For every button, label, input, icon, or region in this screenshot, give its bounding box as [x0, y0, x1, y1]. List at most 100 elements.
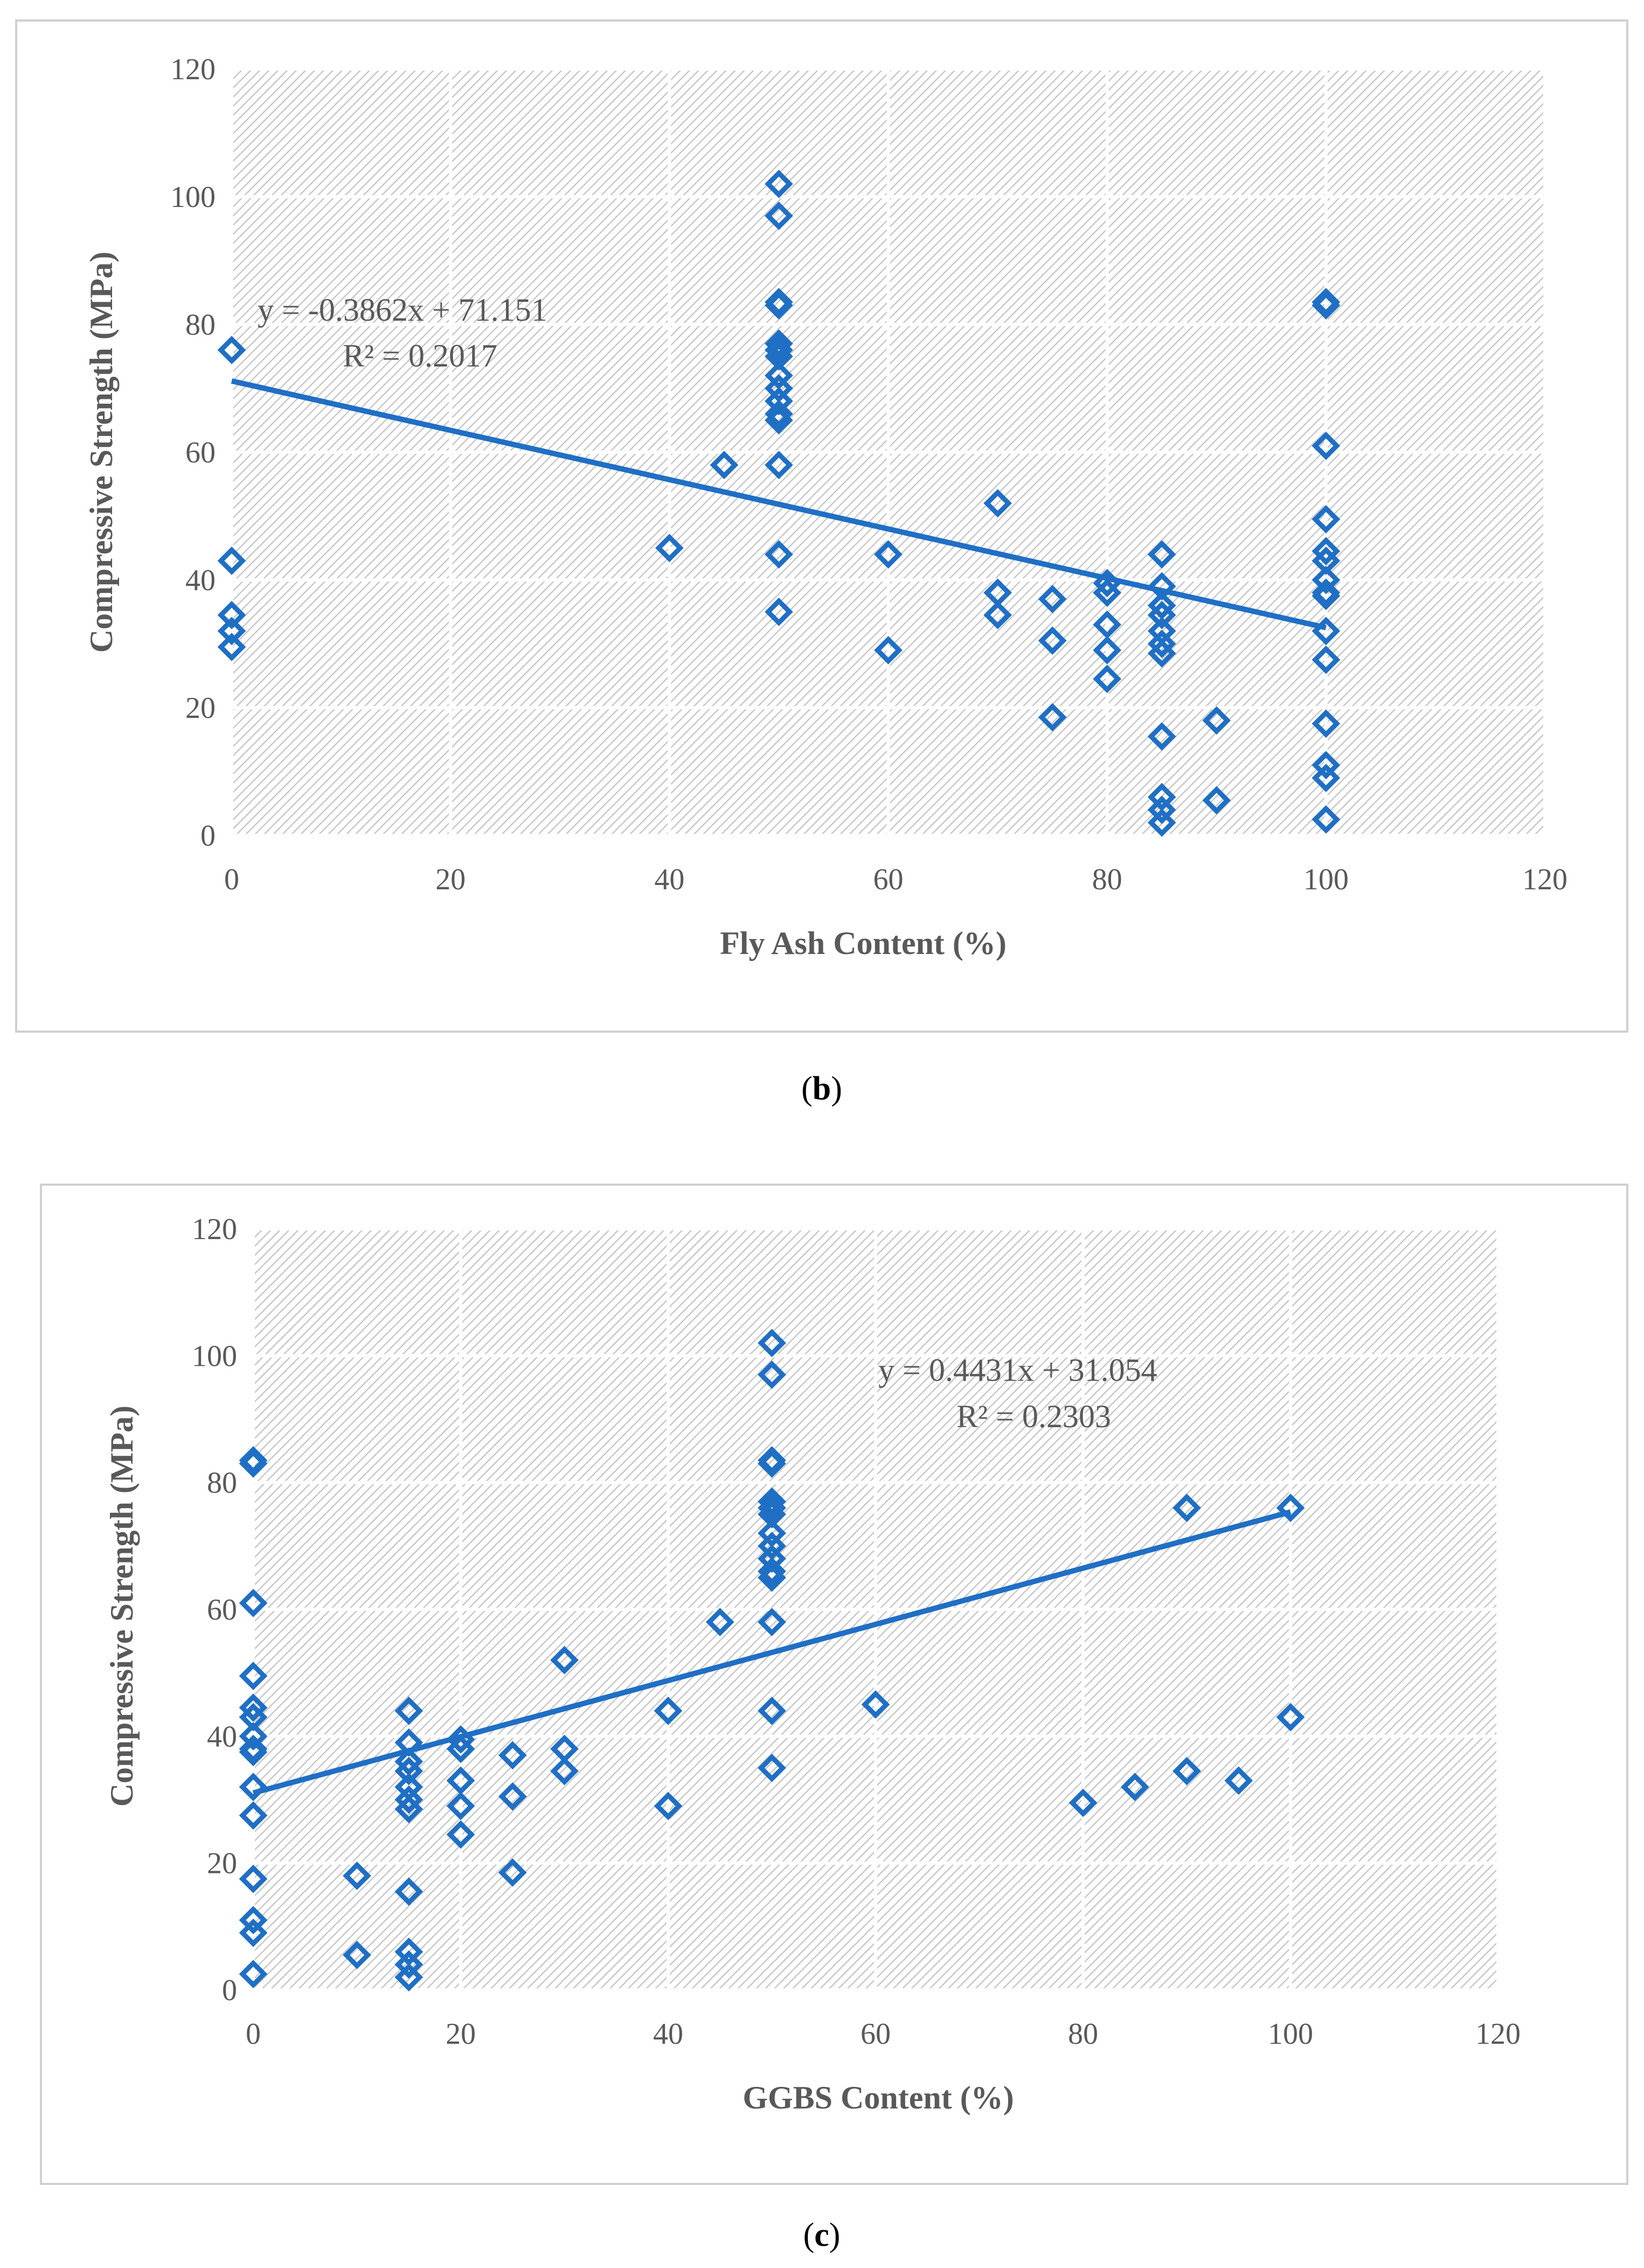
- chart-b-data-point: [1093, 578, 1122, 607]
- chart-c-data-point: [239, 1588, 268, 1617]
- chart-b-data-point: [710, 451, 739, 480]
- chart-c-y-tick-label: 60: [207, 1593, 237, 1627]
- chart-c-data-point: [394, 1785, 424, 1814]
- chart-b-data-point: [1147, 783, 1176, 812]
- chart-b-y-tick-label: 20: [185, 692, 216, 725]
- chart-c-data-point: [498, 1858, 527, 1887]
- chart-c-y-axis-title: Compressive Strength (MPa): [104, 1406, 140, 1807]
- chart-c-data-point: [758, 1449, 786, 1478]
- chart-b-data-point: [1312, 805, 1341, 834]
- chart-c-data-point: [394, 1877, 424, 1906]
- chart-c-data-point: [498, 1741, 527, 1769]
- chart-b-x-tick-label: 80: [1092, 863, 1122, 896]
- chart-c-data-point: [758, 1531, 786, 1560]
- chart-b-data-point: [1147, 591, 1176, 620]
- chart-c-x-tick-label: 20: [446, 2017, 476, 2051]
- chart-b-data-point: [983, 600, 1012, 630]
- chart-b-data-point: [217, 633, 246, 661]
- chart-c-data-point: [394, 1747, 424, 1776]
- chart-b-data-point: [765, 406, 793, 435]
- chart-b-data-point: [217, 600, 246, 630]
- chart-b-data-point: [1147, 796, 1176, 824]
- chart-c-data-point: [394, 1795, 424, 1824]
- chart-b-data-point: [1038, 626, 1067, 655]
- chart-c-data-point: [654, 1696, 683, 1725]
- chart-c-data-point: [550, 1757, 579, 1786]
- chart-c-data-point: [239, 1906, 268, 1934]
- chart-c-data-point: [394, 1757, 424, 1786]
- chart-b-data-point: [1312, 291, 1341, 320]
- chart-c-y-tick-label: 80: [207, 1467, 237, 1500]
- chart-c-data-point: [239, 1773, 268, 1801]
- chart-b-caption-letter: b: [812, 1070, 831, 1107]
- chart-b-trendline: [231, 378, 1327, 631]
- chart-c-data-point: [394, 1950, 424, 1979]
- chart-b-equation: y = -0.3862x + 71.151: [258, 292, 547, 328]
- chart-c-data-point: [343, 1940, 371, 1969]
- chart-c-data-point: [394, 1696, 424, 1725]
- chart-c-data-point: [758, 1557, 786, 1586]
- chart-c-y-tick-label: 20: [207, 1847, 237, 1880]
- chart-b-data-point: [765, 451, 793, 480]
- chart-b-y-tick-label: 60: [185, 436, 216, 469]
- chart-c-data-point: [446, 1766, 475, 1795]
- chart-b-y-tick-label: 100: [170, 181, 216, 214]
- chart-b-data-point: [1312, 751, 1341, 780]
- chart-c-data-point: [1069, 1788, 1098, 1817]
- chart-b-y-axis-title: Compressive Strength (MPa): [84, 252, 119, 653]
- chart-b-data-point: [1038, 703, 1067, 732]
- chart-b-data-point: [1312, 763, 1341, 792]
- chart-c-data-point: [758, 1563, 786, 1592]
- chart-b-data-point: [1147, 630, 1176, 658]
- chart-b-data-point: [765, 597, 793, 626]
- chart-c-data-point: [1276, 1493, 1305, 1523]
- chart-b-data-point: [1038, 585, 1067, 613]
- chart-c-data-point: [758, 1360, 786, 1389]
- chart-b-data-point: [765, 169, 793, 198]
- chart-b-data-point: [1312, 709, 1341, 738]
- chart-b-x-tick-label: 20: [435, 863, 466, 896]
- chart-c-data-point: [758, 1487, 786, 1516]
- chart-b-data-point: [217, 336, 246, 364]
- chart-c-r-squared: R² = 0.2303: [956, 1399, 1111, 1434]
- chart-c-x-axis-title: GGBS Content (%): [743, 2080, 1014, 2115]
- chart-c-x-tick-label: 120: [1475, 2017, 1521, 2051]
- chart-c-y-tick-label: 0: [222, 1974, 237, 2007]
- chart-b-data-point: [1312, 645, 1341, 674]
- chart-c-data-point: [758, 1519, 786, 1548]
- chart-b-data-point: [217, 547, 246, 575]
- chart-b-data-point: [874, 540, 903, 569]
- chart-c-data-point: [239, 1918, 268, 1947]
- chart-b-data-point: [655, 534, 684, 563]
- chart-b-fly-ash: 0 20 40 60 80 100 120 0 20 40 60 80 100 120 y = -0.3…: [15, 19, 1628, 1033]
- chart-c-data-point: [1173, 1493, 1201, 1523]
- chart-c-y-tick-label: 100: [192, 1339, 237, 1373]
- chart-b-data-point: [1147, 600, 1176, 630]
- chart-c-data-point: [1173, 1757, 1201, 1786]
- chart-b-y-tick-label: 40: [185, 564, 216, 597]
- chart-c-x-tick-label: 60: [861, 2017, 891, 2051]
- chart-c-caption: (c): [803, 2217, 841, 2253]
- chart-c-data-point: [758, 1753, 786, 1782]
- chart-c-data-point: [550, 1645, 579, 1675]
- chart-b-data-point: [874, 635, 903, 665]
- chart-b-data-point: [1093, 610, 1122, 639]
- chart-c-data-point: [758, 1696, 786, 1725]
- chart-b-data-point: [765, 399, 793, 428]
- chart-c-data-point: [239, 1721, 268, 1751]
- chart-b-r-squared: R² = 0.2017: [343, 338, 497, 374]
- chart-b-data-point: [1147, 639, 1176, 668]
- chart-b-y-tick-label: 120: [170, 53, 216, 86]
- chart-b-data-point: [765, 361, 793, 390]
- chart-b-data-point: [1312, 582, 1341, 610]
- chart-b-data-point: [765, 540, 793, 569]
- chart-b-data-point: [1202, 706, 1231, 735]
- chart-b-caption: (b): [801, 1070, 842, 1107]
- chart-b-x-tick-label: 40: [654, 863, 684, 896]
- chart-c-x-tick-label: 0: [246, 2017, 261, 2051]
- chart-c-trendline: [252, 1509, 1292, 1796]
- chart-c-data-point: [1224, 1766, 1253, 1795]
- chart-b-data-point: [765, 336, 793, 364]
- chart-b-data-point: [1202, 786, 1231, 815]
- chart-b-data-point: [1312, 431, 1341, 460]
